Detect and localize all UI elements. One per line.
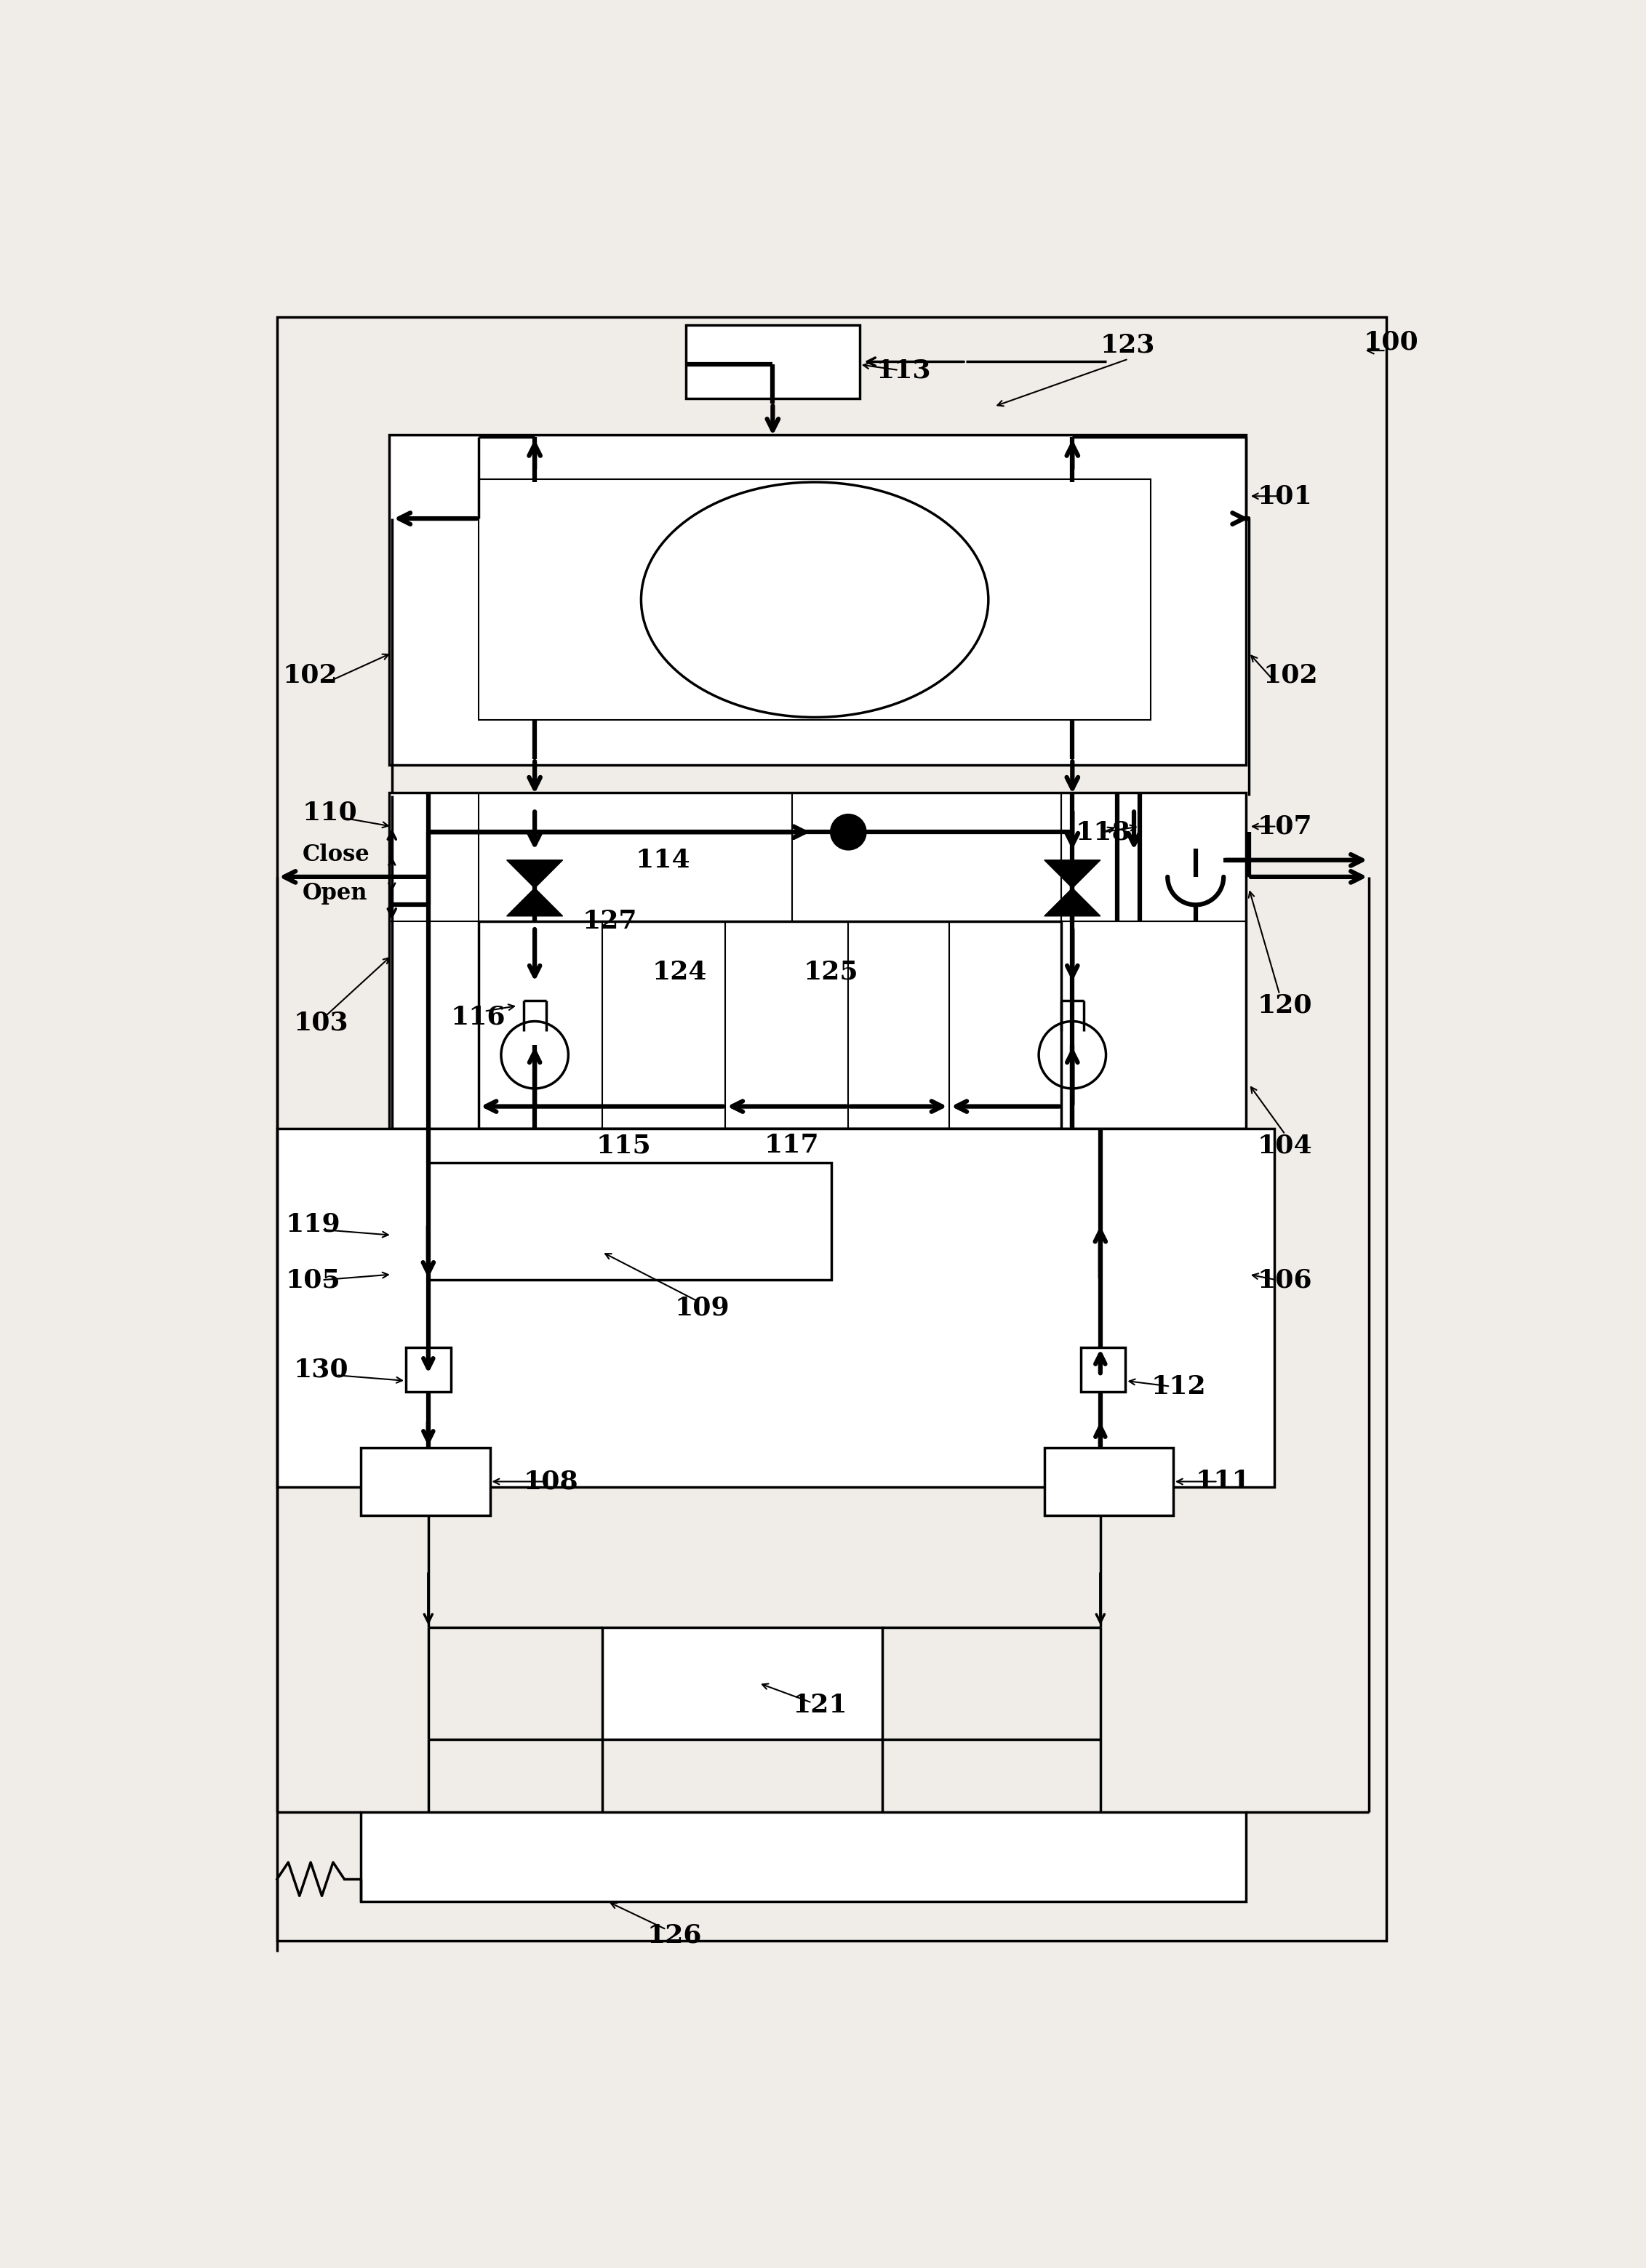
Polygon shape — [507, 889, 563, 916]
Text: 120: 120 — [1258, 993, 1312, 1018]
Polygon shape — [1044, 889, 1101, 916]
Bar — [407, 1347, 451, 1393]
Text: 106: 106 — [1258, 1268, 1312, 1293]
Text: 116: 116 — [451, 1005, 505, 1030]
Text: 103: 103 — [295, 1009, 349, 1034]
Text: 105: 105 — [285, 1268, 341, 1293]
Text: 109: 109 — [675, 1295, 729, 1320]
Text: 101: 101 — [1258, 483, 1312, 508]
Bar — [1062, 794, 1246, 1129]
Text: 113: 113 — [876, 358, 932, 383]
Polygon shape — [1044, 860, 1101, 889]
Bar — [388, 435, 1246, 764]
Text: Open: Open — [303, 882, 367, 905]
Text: 102: 102 — [1262, 662, 1318, 687]
Text: 100: 100 — [1363, 329, 1419, 354]
Bar — [1044, 1447, 1174, 1515]
Text: 115: 115 — [596, 1134, 652, 1159]
Text: 118: 118 — [1075, 819, 1131, 844]
Text: 130: 130 — [295, 1356, 349, 1381]
Bar — [479, 479, 1151, 719]
Bar — [277, 318, 1386, 1941]
Text: 121: 121 — [792, 1694, 848, 1717]
Text: 104: 104 — [1258, 1134, 1312, 1159]
Text: 126: 126 — [647, 1923, 701, 1948]
Text: 102: 102 — [283, 662, 337, 687]
Text: 107: 107 — [1258, 814, 1312, 839]
Text: 123: 123 — [1101, 333, 1155, 358]
Bar — [602, 1626, 882, 1740]
Text: 111: 111 — [1195, 1470, 1251, 1495]
Bar — [1081, 1347, 1126, 1393]
Circle shape — [831, 814, 866, 850]
Polygon shape — [507, 860, 563, 889]
Text: 112: 112 — [1151, 1374, 1207, 1399]
Bar — [360, 1447, 491, 1515]
Text: 114: 114 — [635, 848, 691, 873]
Bar — [428, 1163, 831, 1279]
Bar — [686, 324, 859, 399]
Text: 125: 125 — [803, 959, 859, 984]
Bar — [479, 921, 1062, 1129]
Text: 127: 127 — [583, 909, 637, 934]
Text: Close: Close — [303, 844, 370, 866]
Bar — [360, 1812, 1246, 1901]
Text: 119: 119 — [285, 1211, 341, 1236]
Bar — [277, 1129, 1274, 1488]
Text: 108: 108 — [523, 1470, 578, 1495]
Bar — [388, 794, 1246, 1129]
Text: 110: 110 — [303, 801, 357, 826]
Text: 124: 124 — [652, 959, 708, 984]
Text: 117: 117 — [764, 1134, 820, 1159]
